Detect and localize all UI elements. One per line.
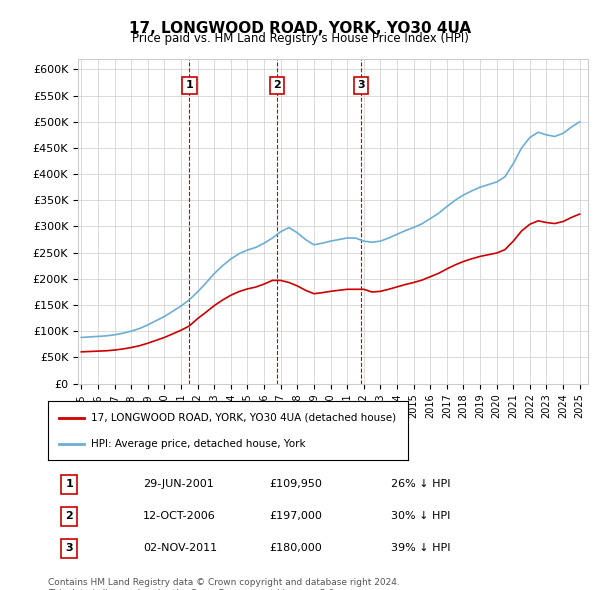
Text: £180,000: £180,000 <box>270 543 323 553</box>
Text: 17, LONGWOOD ROAD, YORK, YO30 4UA: 17, LONGWOOD ROAD, YORK, YO30 4UA <box>129 21 471 35</box>
Text: Price paid vs. HM Land Registry's House Price Index (HPI): Price paid vs. HM Land Registry's House … <box>131 32 469 45</box>
Text: HPI: Average price, detached house, York: HPI: Average price, detached house, York <box>91 439 306 448</box>
Text: 17, LONGWOOD ROAD, YORK, YO30 4UA (detached house): 17, LONGWOOD ROAD, YORK, YO30 4UA (detac… <box>91 413 397 422</box>
Text: 26% ↓ HPI: 26% ↓ HPI <box>391 479 451 489</box>
Text: 12-OCT-2006: 12-OCT-2006 <box>143 512 216 521</box>
Text: 1: 1 <box>65 479 73 489</box>
Text: 3: 3 <box>357 80 365 90</box>
Text: £109,950: £109,950 <box>270 479 323 489</box>
Text: 2: 2 <box>65 512 73 521</box>
Text: 39% ↓ HPI: 39% ↓ HPI <box>391 543 451 553</box>
Text: 02-NOV-2011: 02-NOV-2011 <box>143 543 217 553</box>
Text: 30% ↓ HPI: 30% ↓ HPI <box>391 512 451 521</box>
Text: Contains HM Land Registry data © Crown copyright and database right 2024.
This d: Contains HM Land Registry data © Crown c… <box>48 578 400 590</box>
Text: 1: 1 <box>185 80 193 90</box>
Text: 29-JUN-2001: 29-JUN-2001 <box>143 479 214 489</box>
Text: £197,000: £197,000 <box>270 512 323 521</box>
Text: 2: 2 <box>274 80 281 90</box>
Text: 3: 3 <box>65 543 73 553</box>
